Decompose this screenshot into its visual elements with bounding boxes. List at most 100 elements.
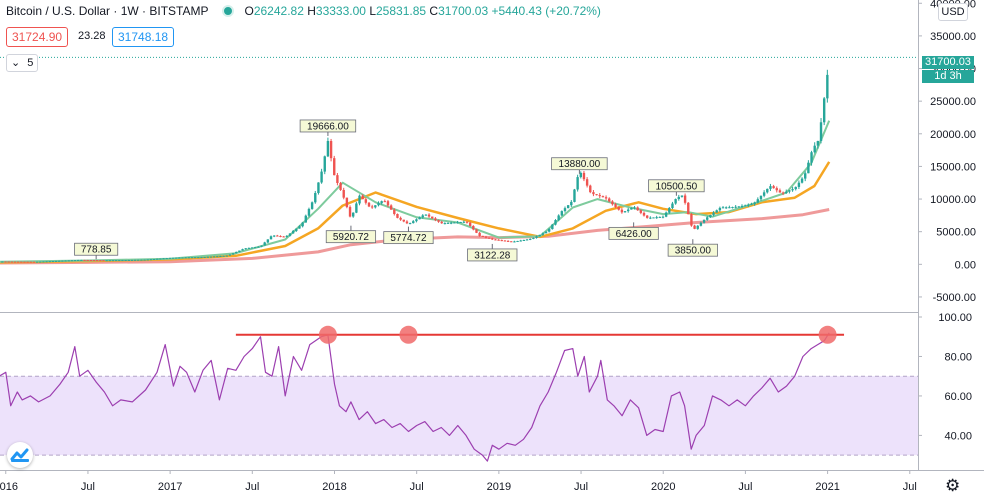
candle-body <box>396 214 399 218</box>
price-label-text: 3850.00 <box>675 246 712 257</box>
candle-body <box>415 219 418 222</box>
candle-body <box>298 226 301 229</box>
candle-body <box>54 260 58 262</box>
candle-body <box>102 260 105 262</box>
candle-body <box>219 256 222 258</box>
candle-body <box>431 216 434 219</box>
candle-body <box>291 230 295 234</box>
candle-body <box>254 247 257 249</box>
candle-body <box>762 192 766 196</box>
rsi-tick-label: 80.00 <box>944 351 972 363</box>
buy-price-button[interactable]: 31748.18 <box>112 27 175 47</box>
time-tick-label: Jul <box>903 481 917 493</box>
sell-price-button[interactable]: 31724.90 <box>6 27 69 47</box>
price-label-box <box>299 119 357 133</box>
symbol-title[interactable]: Bitcoin / U.S. Dollar · 1W · BITSTAMP <box>6 4 209 18</box>
candle-body <box>671 203 674 209</box>
candle-body <box>472 225 475 230</box>
candle-body <box>389 205 393 210</box>
candle-body <box>206 256 210 258</box>
candle-body <box>734 206 737 208</box>
candle-body <box>146 259 149 261</box>
change-value: +5440.43 (+20.72%) <box>491 4 601 18</box>
candle-body <box>484 236 488 238</box>
candle-body <box>355 203 358 213</box>
candle-body <box>465 221 469 223</box>
indicators-toggle[interactable]: ⌄ 5 <box>6 54 38 72</box>
candle-body <box>503 240 507 242</box>
candle-body <box>731 207 734 209</box>
candle-body <box>127 259 130 261</box>
ohlc-readout: O26242.82 H33333.00 L25831.85 C31700.03 … <box>244 4 601 18</box>
tradingview-logo-icon[interactable] <box>7 442 33 468</box>
time-tick-label: 2018 <box>322 481 346 493</box>
candle-body <box>737 206 741 208</box>
candle-body <box>699 222 703 226</box>
rsi-line <box>0 332 830 462</box>
gear-icon[interactable]: ⚙ <box>945 476 961 495</box>
candle-body <box>434 218 437 221</box>
candle-body <box>487 237 491 239</box>
candle-body <box>494 239 497 241</box>
candle-body <box>788 190 791 192</box>
price-label-text: 778.85 <box>81 245 112 256</box>
candle-body <box>614 204 617 207</box>
candle-body <box>257 246 260 248</box>
candle-body <box>149 259 153 261</box>
rsi-tick-label: 100.00 <box>938 312 972 324</box>
candle-body <box>193 257 197 259</box>
price-label-box <box>608 226 659 240</box>
candle-body <box>794 186 797 190</box>
candle-body <box>137 259 140 261</box>
candle-body <box>121 260 124 262</box>
rsi-band <box>0 375 918 456</box>
rsi-tick-label: 40.00 <box>944 430 972 442</box>
candle-body <box>203 256 206 258</box>
candle-body <box>329 141 333 159</box>
candle-body <box>633 207 636 209</box>
candle-body <box>728 207 731 209</box>
candle-body <box>244 248 247 250</box>
candle-body <box>29 261 32 263</box>
candle-body <box>39 261 42 263</box>
candle-body <box>778 190 782 193</box>
candle-body <box>159 258 162 260</box>
candle-body <box>108 260 112 262</box>
currency-button[interactable]: USD <box>938 3 968 21</box>
candle-body <box>114 260 118 262</box>
candle-body <box>92 260 96 262</box>
candle-body <box>405 221 409 224</box>
candle-body <box>228 254 232 256</box>
candle-body <box>826 74 829 99</box>
candle-body <box>800 178 804 183</box>
candle-body <box>352 212 355 217</box>
candle-body <box>133 259 137 261</box>
indicator-count: 5 <box>27 57 34 69</box>
candle-body <box>535 236 538 238</box>
candle-body <box>83 259 86 261</box>
candle-body <box>212 256 216 258</box>
candle-body <box>80 259 83 261</box>
rsi-tick-label: 60.00 <box>944 391 972 403</box>
price-labels: 778.85 19666.00 5920.72 5774.72 3122.28 13880… <box>74 119 718 261</box>
price-tick-label: 15000.00 <box>930 161 976 173</box>
candle-body <box>740 205 744 207</box>
candle-body <box>26 261 29 263</box>
candle-body <box>250 247 254 249</box>
candle-body <box>197 257 200 259</box>
rsi-band-fill <box>0 376 918 456</box>
candle-body <box>383 201 387 203</box>
candle-body <box>402 219 405 222</box>
candle-body <box>70 260 74 262</box>
candle-body <box>216 256 219 258</box>
candle-body <box>20 261 23 263</box>
candle-body <box>462 221 466 223</box>
candle-body <box>35 261 39 263</box>
candle-body <box>459 221 462 223</box>
candle-body <box>601 196 605 198</box>
price-tick-label: 5000.00 <box>936 227 976 239</box>
candle-body <box>598 195 601 197</box>
candle-body <box>320 171 323 183</box>
